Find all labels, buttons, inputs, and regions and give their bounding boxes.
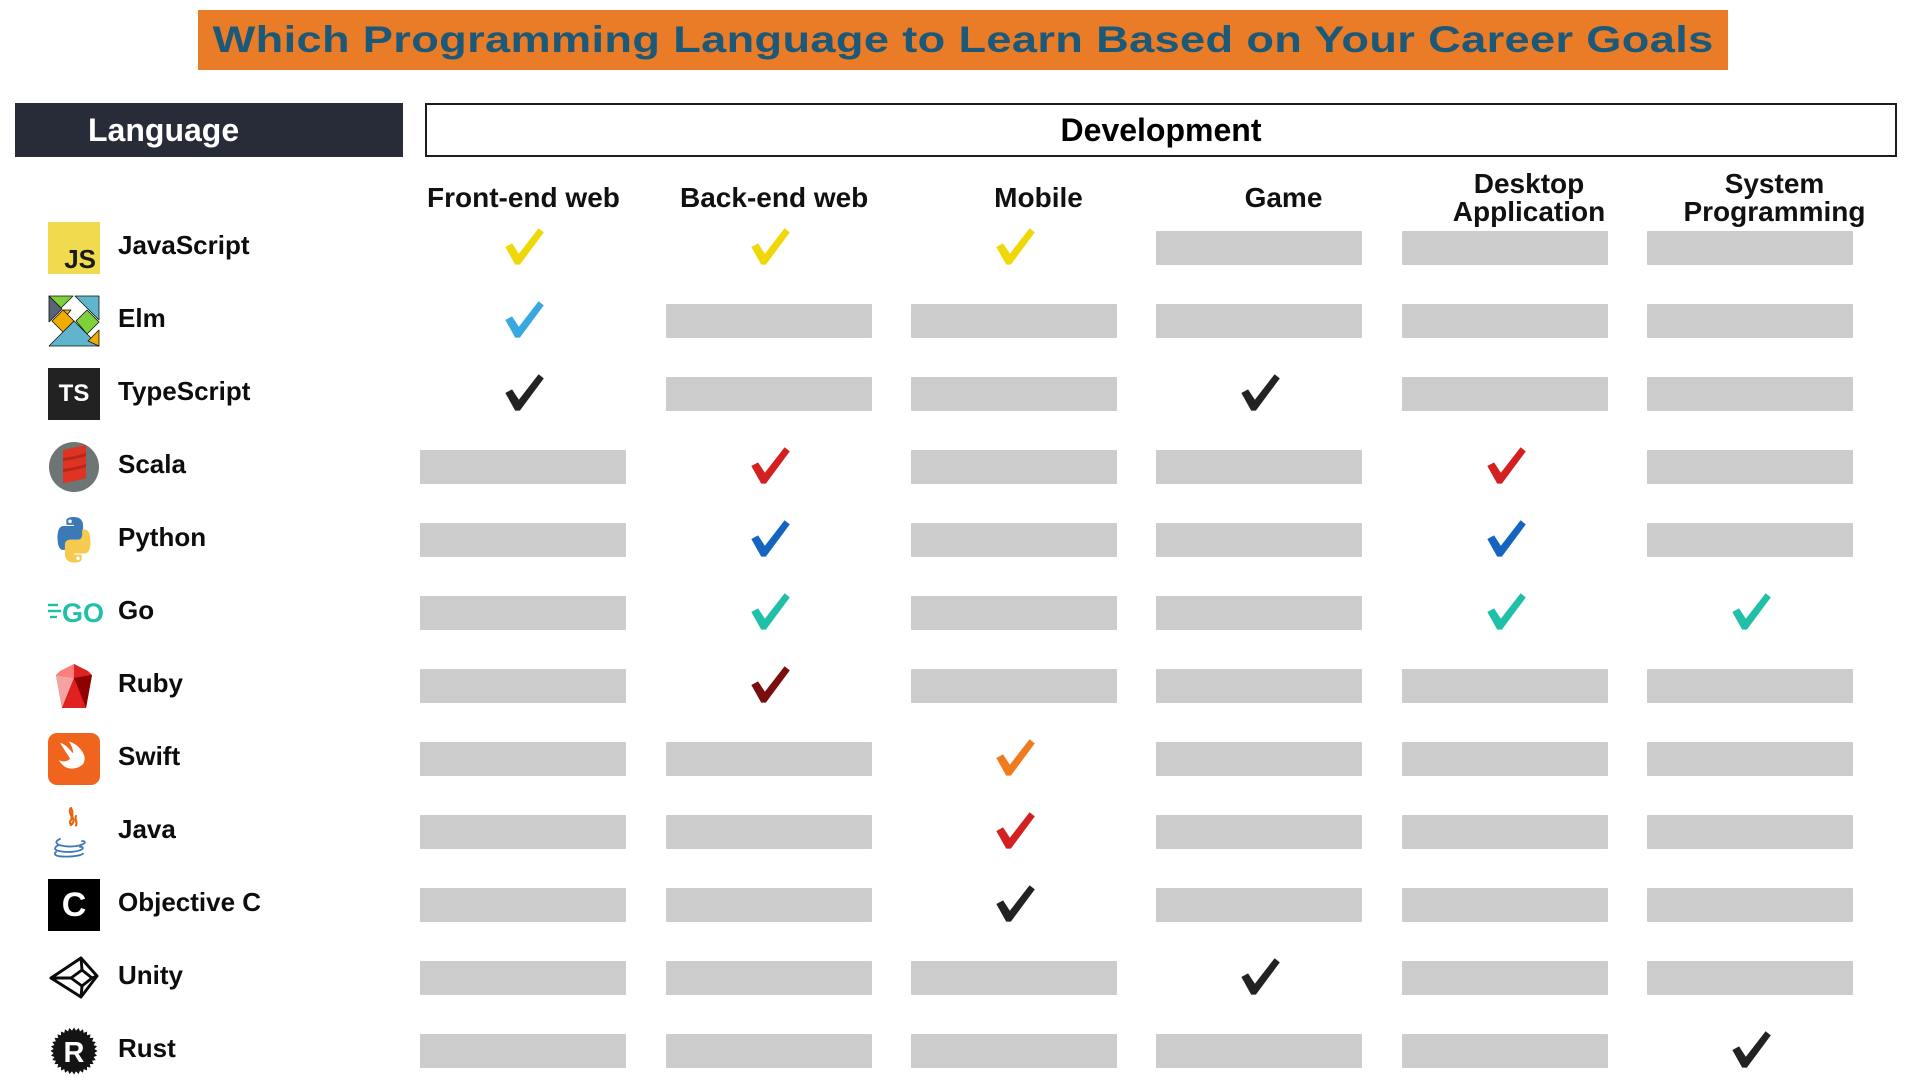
svg-text:R: R: [64, 1037, 85, 1069]
svg-text:GO: GO: [62, 598, 104, 628]
